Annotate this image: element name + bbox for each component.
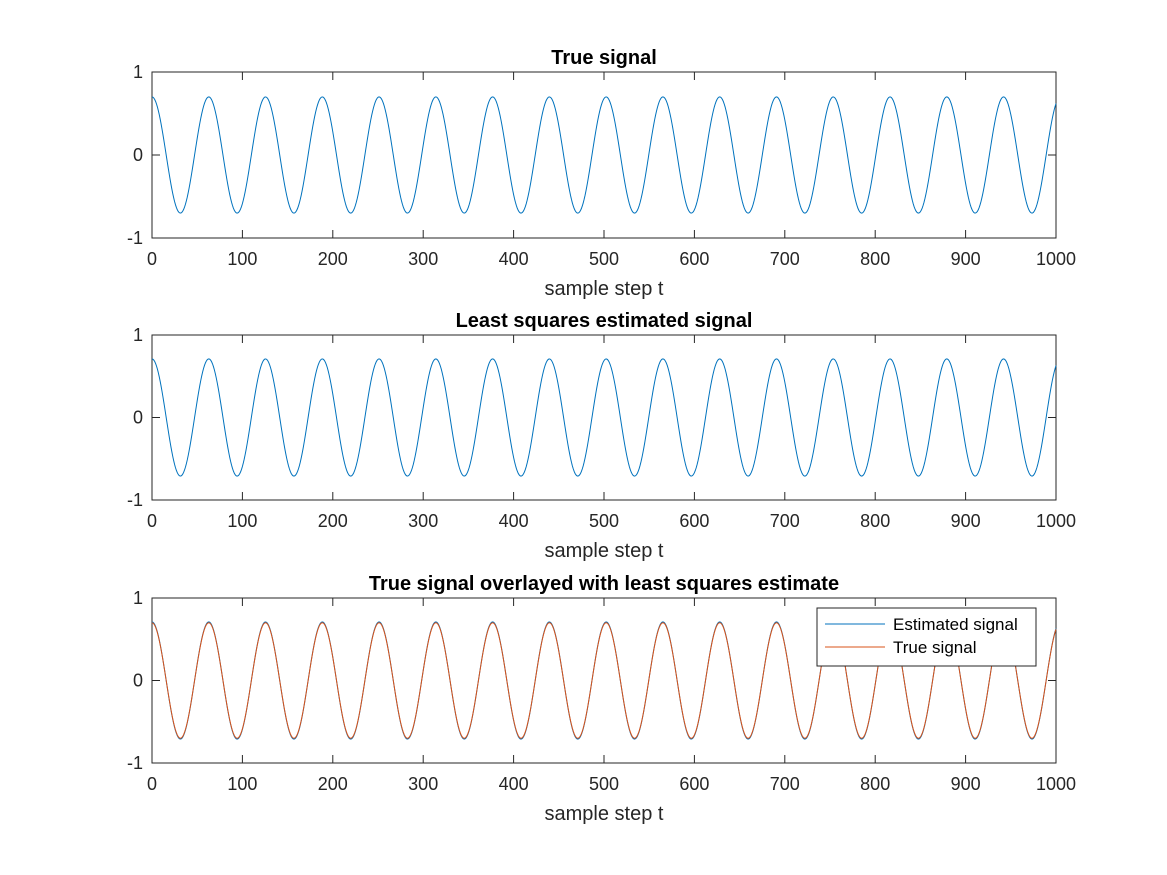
x-tick-label: 1000 — [1036, 511, 1076, 531]
x-tick-label: 800 — [860, 249, 890, 269]
x-tick-label: 100 — [227, 249, 257, 269]
x-tick-label: 300 — [408, 774, 438, 794]
y-tick-label: -1 — [127, 228, 143, 248]
subplot-2: Least squares estimated signal 0 100 200 300… — [127, 310, 1076, 562]
chart-title: True signal overlayed with least squares… — [369, 573, 839, 595]
x-axis-label: sample step t — [545, 278, 664, 300]
y-tick-label: 0 — [133, 145, 143, 165]
x-tick-label: 1000 — [1036, 249, 1076, 269]
x-tick-label: 800 — [860, 774, 890, 794]
x-tick-label: 800 — [860, 511, 890, 531]
x-tick-label: 700 — [770, 774, 800, 794]
x-tick-label: 0 — [147, 511, 157, 531]
x-tick-label: 400 — [499, 511, 529, 531]
y-tick-label: 1 — [133, 588, 143, 608]
x-tick-label: 0 — [147, 774, 157, 794]
x-tick-label: 500 — [589, 774, 619, 794]
series-line-2 — [151, 622, 1057, 739]
series-line-1 — [151, 96, 1057, 214]
legend-box — [816, 607, 1037, 667]
x-tick-label: 200 — [318, 511, 348, 531]
x-tick-label: 300 — [408, 249, 438, 269]
y-tick-label: 1 — [133, 62, 143, 82]
x-tick-label: 600 — [679, 249, 709, 269]
x-tick-label: 500 — [589, 249, 619, 269]
x-tick-label: 400 — [499, 249, 529, 269]
x-tick-label: 900 — [951, 249, 981, 269]
subplot-3: True signal overlayed with least squares… — [127, 573, 1076, 825]
x-tick-label: 900 — [951, 511, 981, 531]
legend-entry: True signal — [893, 638, 976, 657]
x-tick-label: 300 — [408, 511, 438, 531]
x-tick-label: 900 — [951, 774, 981, 794]
x-tick-label: 200 — [318, 774, 348, 794]
y-tick-label: -1 — [127, 753, 143, 773]
x-tick-label: 700 — [770, 249, 800, 269]
chart-title: True signal — [551, 47, 657, 69]
x-tick-label: 500 — [589, 511, 619, 531]
x-tick-label: 200 — [318, 249, 348, 269]
x-tick-label: 600 — [679, 774, 709, 794]
subplot-1: True signal 0 100 200 300 400 500 600 700 800 900 1… — [127, 47, 1076, 300]
y-tick-label: 0 — [133, 671, 143, 691]
axes-box — [151, 334, 1057, 501]
x-tick-label: 1000 — [1036, 774, 1076, 794]
x-axis-label: sample step t — [545, 540, 664, 562]
x-axis-label: sample step t — [545, 803, 664, 825]
legend-entry: Estimated signal — [893, 615, 1018, 634]
y-tick-label: 0 — [133, 408, 143, 428]
x-tick-label: 600 — [679, 511, 709, 531]
chart-title: Least squares estimated signal — [456, 310, 753, 332]
x-tick-label: 400 — [499, 774, 529, 794]
series-line-1 — [151, 358, 1057, 477]
y-tick-label: -1 — [127, 490, 143, 510]
x-tick-label: 100 — [227, 774, 257, 794]
x-tick-label: 700 — [770, 511, 800, 531]
axes-box — [151, 71, 1057, 239]
x-tick-label: 100 — [227, 511, 257, 531]
y-tick-label: 1 — [133, 325, 143, 345]
x-tick-label: 0 — [147, 249, 157, 269]
